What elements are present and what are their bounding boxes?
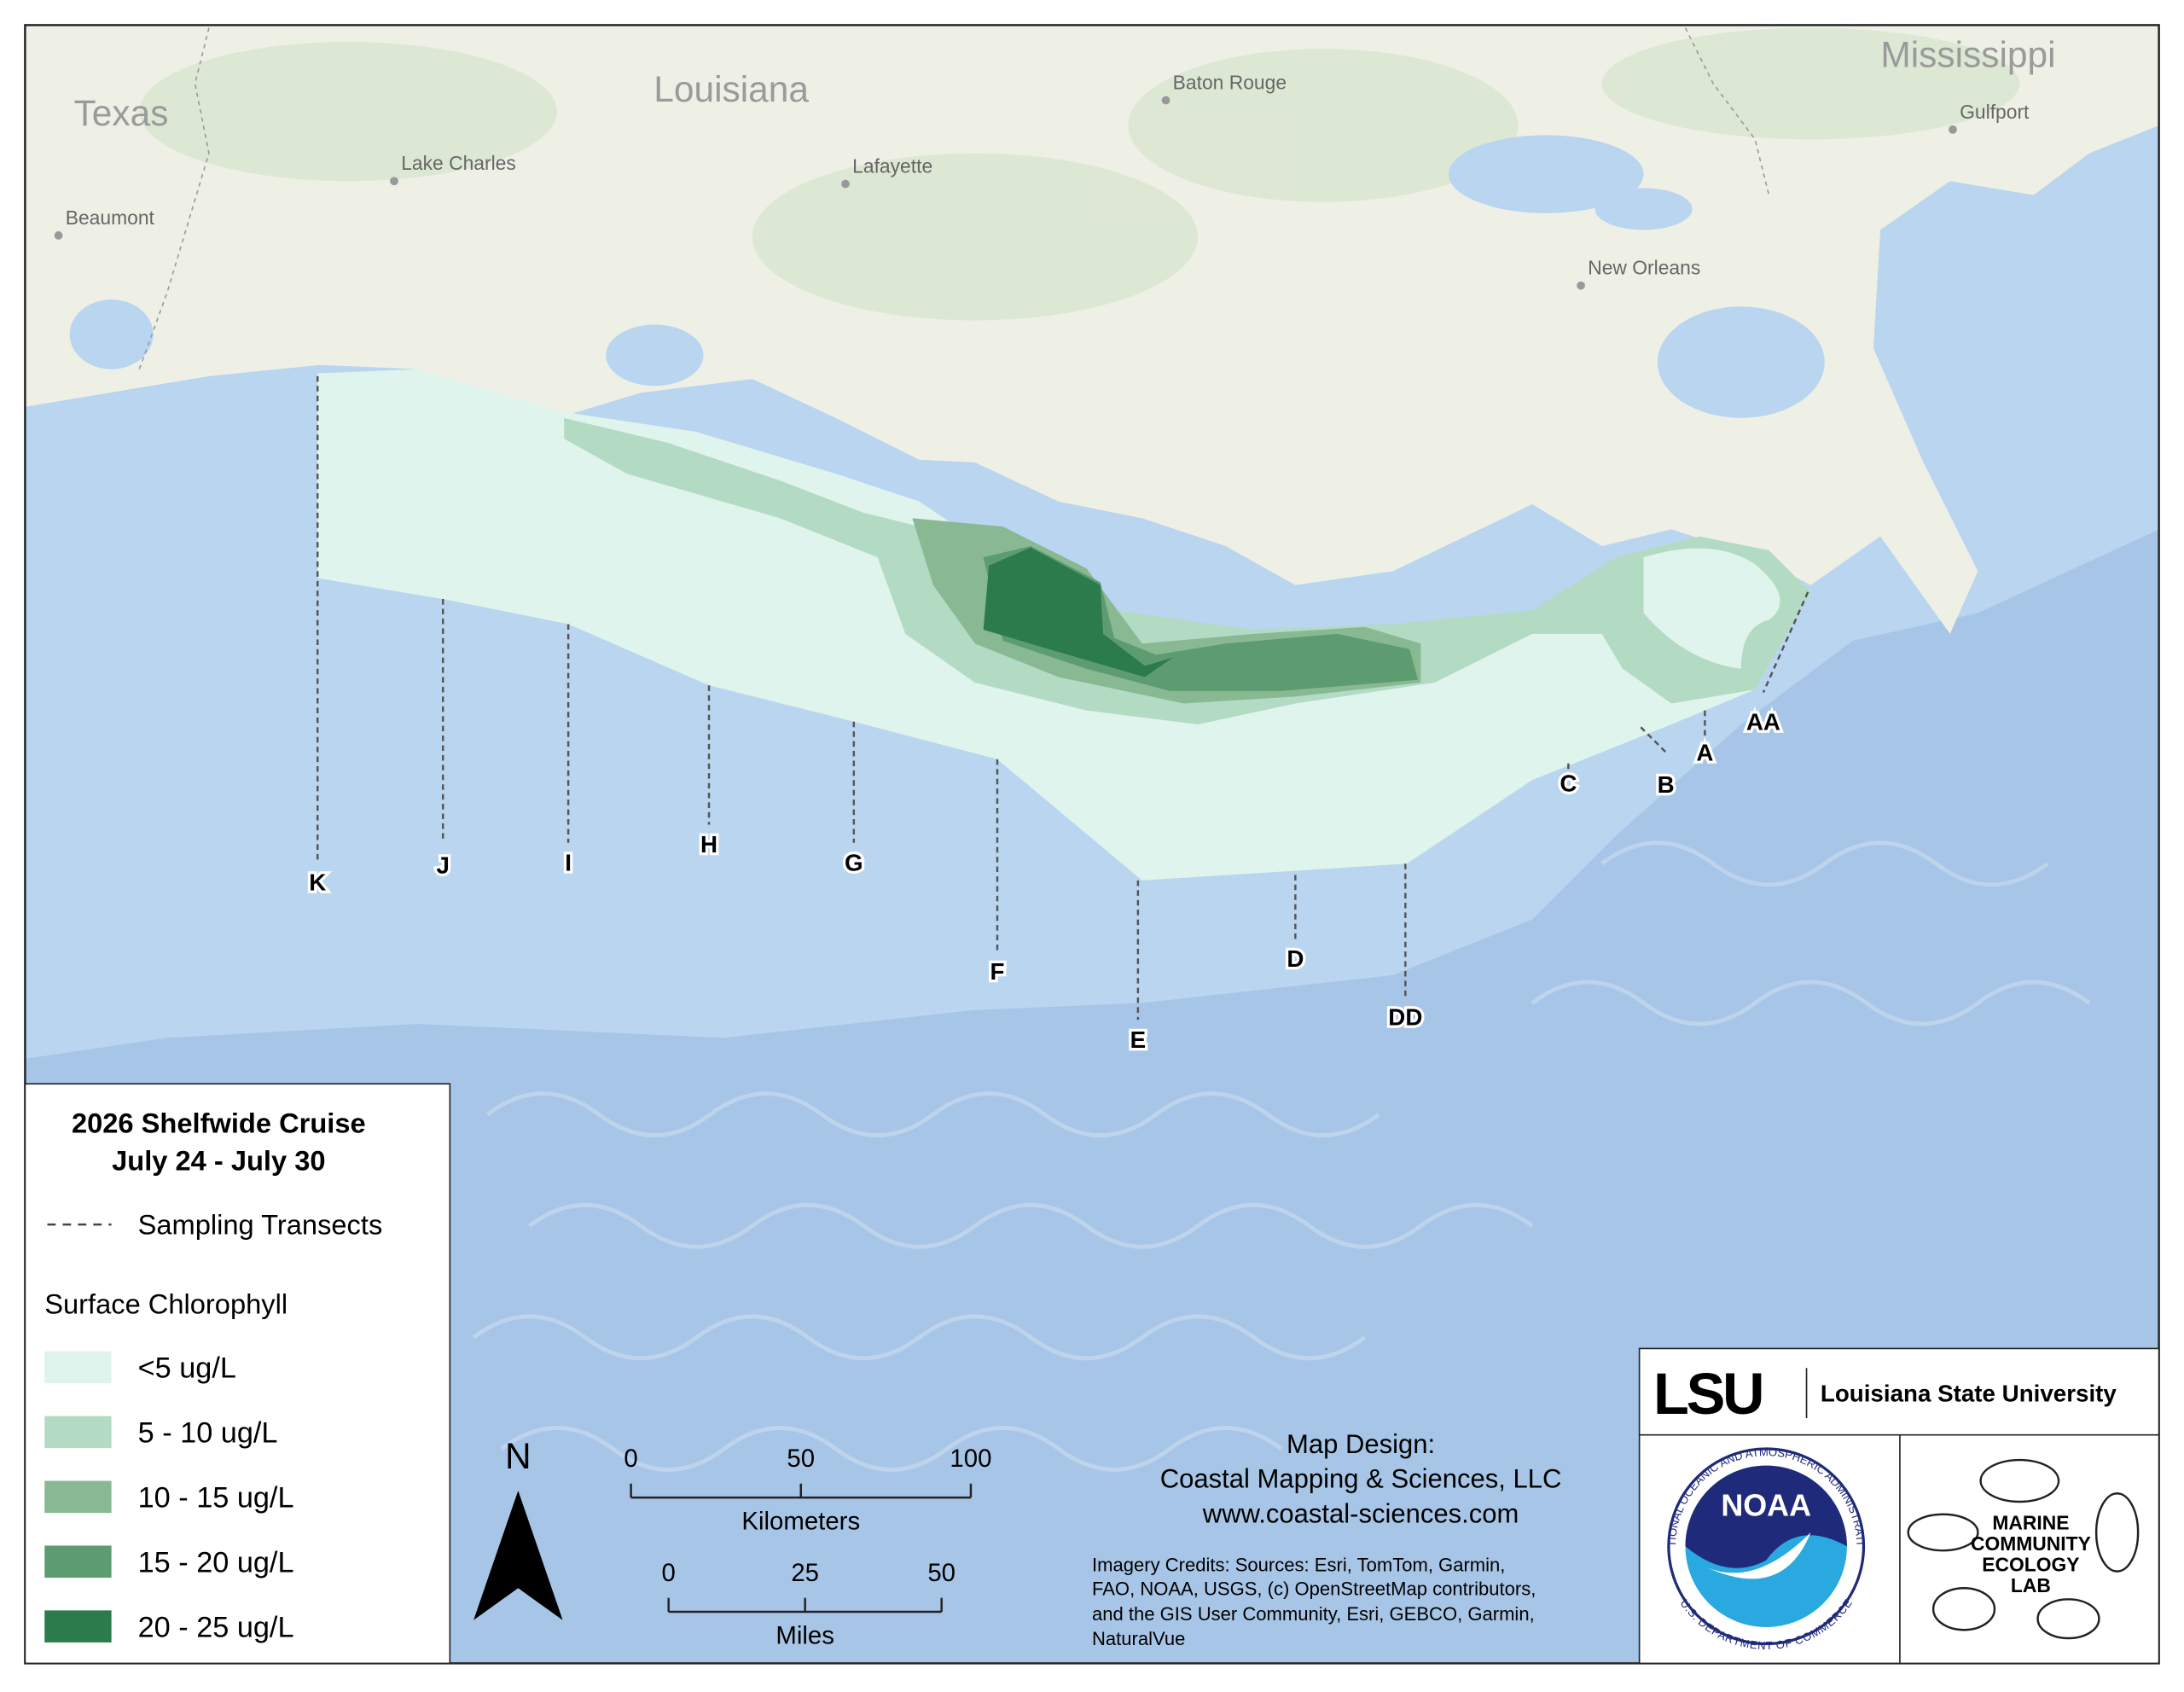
imagery-credit: FAO, NOAA, USGS, (c) OpenStreetMap contr… bbox=[1092, 1578, 1536, 1599]
imagery-credit: NaturalVue bbox=[1092, 1628, 1185, 1649]
lab-text: ECOLOGY bbox=[1982, 1554, 2079, 1576]
scale-tick-label: 0 bbox=[662, 1559, 676, 1587]
legend-transects: Sampling Transects bbox=[138, 1209, 383, 1241]
transect-label: F bbox=[990, 958, 1005, 985]
city-dot bbox=[1161, 96, 1170, 105]
city-label: Lake Charles bbox=[401, 152, 516, 174]
credit-line: Coastal Mapping & Sciences, LLC bbox=[1160, 1464, 1562, 1494]
transect-label: J bbox=[436, 852, 449, 879]
city-label: Lafayette bbox=[852, 154, 932, 177]
state-label: Mississippi bbox=[1880, 34, 2055, 74]
map-border bbox=[24, 24, 2160, 1665]
lab-text: COMMUNITY bbox=[1971, 1532, 2091, 1555]
transect-label: B bbox=[1658, 771, 1675, 798]
city-label: Baton Rouge bbox=[1173, 72, 1287, 94]
lsu-logo: LSU bbox=[1653, 1361, 1762, 1427]
legend-swatch bbox=[44, 1610, 112, 1643]
legend-dates: July 24 - July 30 bbox=[112, 1144, 325, 1176]
lab-art bbox=[1907, 1458, 2140, 1640]
legend-swatch bbox=[44, 1416, 112, 1449]
transect-label: K bbox=[309, 869, 326, 895]
transect-label: D bbox=[1287, 945, 1304, 972]
deep-water bbox=[25, 529, 2159, 1664]
state-border bbox=[1684, 27, 1770, 195]
transect-label: AA bbox=[1746, 709, 1780, 736]
legend-label: 5 - 10 ug/L bbox=[138, 1417, 278, 1450]
credit-line: www.coastal-sciences.com bbox=[1202, 1499, 1519, 1529]
imagery-credit: and the GIS User Community, Esri, GEBCO,… bbox=[1092, 1603, 1535, 1625]
scale-tick-label: 50 bbox=[927, 1559, 956, 1587]
city-dot bbox=[390, 177, 398, 186]
transect-label: E bbox=[1130, 1026, 1147, 1053]
chlorophyll-zones bbox=[317, 369, 1811, 881]
legend-label: 10 - 15 ug/L bbox=[138, 1482, 294, 1515]
legend-swatch bbox=[44, 1351, 112, 1384]
legend-label: 20 - 25 ug/L bbox=[138, 1611, 294, 1643]
state-label: Louisiana bbox=[653, 69, 809, 109]
credit-line: Map Design: bbox=[1287, 1429, 1435, 1459]
city-dot bbox=[841, 179, 850, 189]
chlorophyll-zone bbox=[983, 547, 1173, 677]
legend-label: <5 ug/L bbox=[138, 1352, 236, 1385]
scale-tick-label: 25 bbox=[791, 1559, 819, 1587]
legend-swatch bbox=[44, 1480, 112, 1514]
legend-chlorophyll: Surface Chlorophyll bbox=[44, 1288, 288, 1320]
seafloor-relief bbox=[472, 840, 2091, 1472]
chlorophyll-zone bbox=[564, 417, 1811, 724]
lakes bbox=[69, 135, 1825, 418]
state-label: Texas bbox=[74, 93, 169, 133]
scale-tick-label: 100 bbox=[950, 1445, 991, 1473]
lsu-name: Louisiana State University bbox=[1821, 1380, 2117, 1406]
legend-swatch bbox=[44, 1545, 112, 1578]
transect-label: H bbox=[700, 831, 717, 858]
transect-line bbox=[1640, 726, 1667, 753]
lab-text: MARINE bbox=[1992, 1512, 2069, 1534]
transect-line bbox=[1762, 591, 1809, 693]
north-arrow bbox=[473, 1490, 563, 1620]
scale-tick-label: 0 bbox=[624, 1445, 637, 1473]
legend-items: <5 ug/L 5 - 10 ug/L 10 - 15 ug/L 15 - 20 ug… bbox=[44, 1351, 294, 1643]
transect-label: G bbox=[845, 849, 863, 875]
city-label: Gulfport bbox=[1960, 101, 2030, 123]
noaa-bird bbox=[1706, 1532, 1811, 1579]
city-label: New Orleans bbox=[1588, 257, 1700, 279]
city-dot bbox=[1577, 281, 1585, 290]
transect-label: I bbox=[565, 849, 572, 875]
scale-bars: 0 50 100 Kilometers 0 25 50 Miles bbox=[624, 1445, 991, 1649]
transect-label: DD bbox=[1388, 1004, 1422, 1031]
scale-unit: Miles bbox=[775, 1622, 834, 1650]
city-dot bbox=[1949, 125, 1957, 134]
transect-label: C bbox=[1560, 770, 1577, 796]
city-dot bbox=[54, 231, 63, 240]
city-label: Beaumont bbox=[66, 206, 155, 229]
scale-tick-label: 50 bbox=[787, 1445, 815, 1473]
north-label: N bbox=[505, 1436, 531, 1476]
state-border bbox=[138, 27, 210, 369]
imagery-credit: Imagery Credits: Sources: Esri, TomTom, … bbox=[1092, 1555, 1505, 1576]
transect-label: A bbox=[1696, 739, 1713, 765]
scale-unit: Kilometers bbox=[741, 1508, 860, 1536]
legend-title: 2026 Shelfwide Cruise bbox=[72, 1107, 366, 1138]
noaa-top bbox=[1685, 1465, 1847, 1568]
lab-text: LAB bbox=[2011, 1574, 2051, 1596]
places: Texas Louisiana Mississippi Baton Rouge Lake… bbox=[54, 34, 2056, 290]
zone-inner bbox=[1643, 548, 1780, 669]
vegetation bbox=[139, 27, 2020, 321]
noaa-text: NOAA bbox=[1721, 1487, 1811, 1522]
legend-label: 15 - 20 ug/L bbox=[138, 1546, 294, 1579]
